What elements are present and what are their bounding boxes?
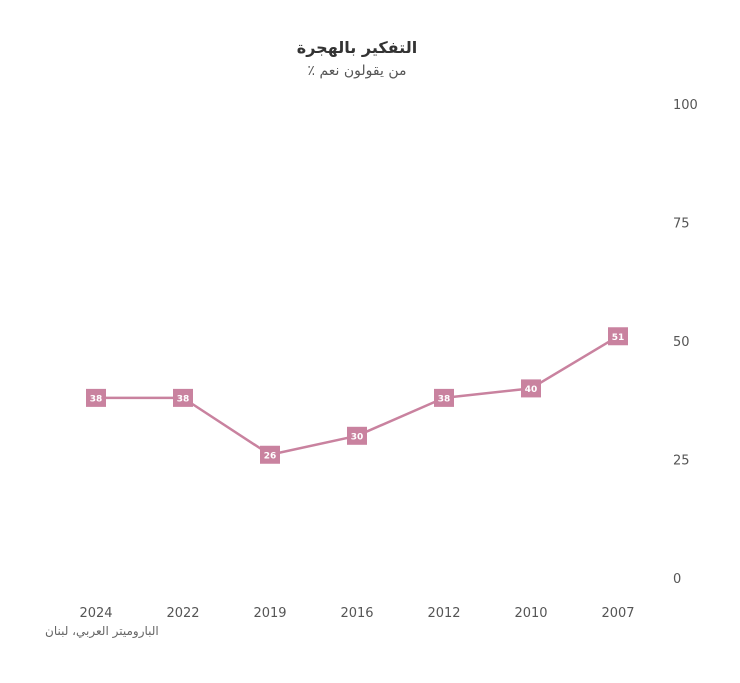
data-point-marker — [608, 327, 628, 346]
data-point-marker — [173, 388, 193, 407]
x-tick-label: 2016 — [340, 606, 373, 621]
data-label: 38 — [438, 394, 451, 404]
x-tick-label: 2019 — [253, 606, 286, 621]
x-tick-label: 2007 — [601, 606, 634, 621]
chart-title: التفكير بالهجرة — [296, 38, 418, 57]
x-tick-label: 2012 — [427, 606, 460, 621]
data-point-marker — [260, 445, 280, 464]
data-label: 38 — [90, 394, 103, 404]
x-tick-label: 2022 — [166, 606, 199, 621]
chart-source: الباروميتر العربي، لبنان — [45, 624, 159, 638]
data-point-marker — [521, 379, 541, 398]
chart-subtitle: ٪ من يقولون نعم — [307, 63, 407, 79]
data-point-marker — [86, 388, 106, 407]
y-tick-label: 0 — [673, 572, 681, 587]
y-tick-label: 25 — [673, 454, 690, 469]
data-point-marker — [347, 426, 367, 445]
data-point-marker — [434, 388, 454, 407]
data-label: 40 — [525, 385, 538, 395]
data-label: 26 — [264, 451, 277, 461]
y-tick-label: 100 — [673, 98, 698, 113]
x-tick-label: 2024 — [79, 606, 112, 621]
x-tick-label: 2010 — [514, 606, 547, 621]
data-label: 38 — [177, 394, 190, 404]
y-tick-label: 50 — [673, 335, 690, 350]
y-tick-label: 75 — [673, 217, 690, 232]
data-label: 51 — [612, 333, 625, 343]
data-label: 30 — [351, 432, 364, 442]
